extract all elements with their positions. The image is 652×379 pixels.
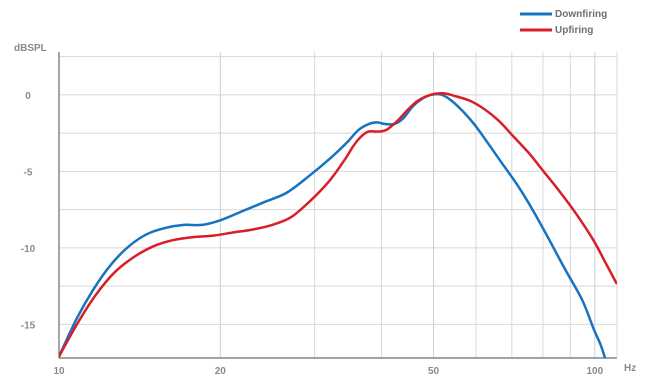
upfiring-series-line (59, 92, 617, 358)
y-axis-title: dBSPL (14, 43, 47, 54)
axes (58, 52, 618, 359)
y-tick-label: 0 (25, 91, 31, 102)
x-tick-label: 20 (215, 366, 227, 377)
downfiring-series-line (59, 92, 607, 358)
x-tick-label: 50 (428, 366, 440, 377)
y-tick-label: -15 (21, 320, 36, 331)
legend-downfiring-label: Downfiring (555, 9, 607, 20)
x-axis-title: Hz (624, 363, 636, 374)
y-tick-label: -5 (24, 167, 33, 178)
y-tick-label: -10 (21, 244, 36, 255)
legend-upfiring-label: Upfiring (555, 25, 593, 36)
x-tick-label: 100 (586, 366, 603, 377)
series-lines (59, 92, 617, 358)
tick-labels: 0 -5 -10 -15 10 20 50 100 (21, 91, 604, 377)
legend: Downfiring Upfiring (520, 9, 607, 36)
x-tick-label: 10 (53, 366, 65, 377)
grid-lines (58, 52, 617, 358)
